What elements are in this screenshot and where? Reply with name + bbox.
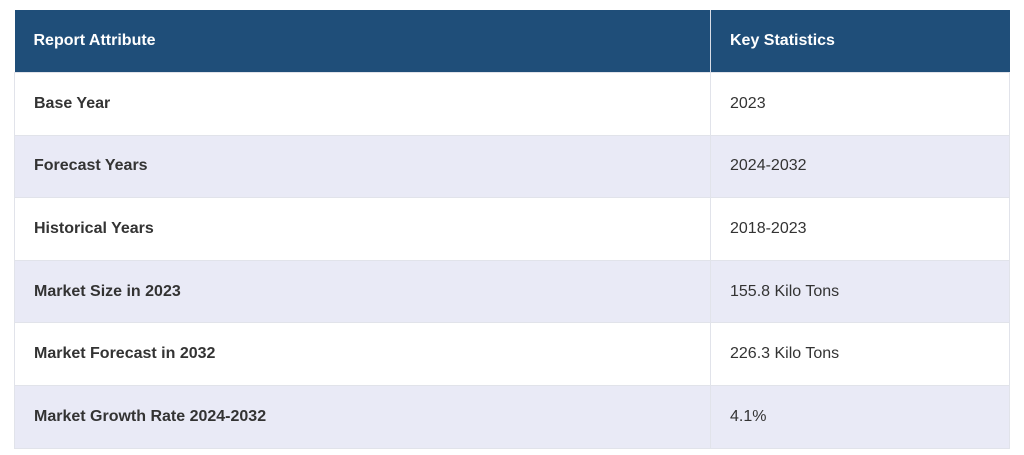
header-cell: Key Statistics — [710, 10, 1010, 73]
statistic-cell: 4.1% — [710, 385, 1010, 449]
stats-table: Report Attribute Key Statistics Base Yea… — [14, 10, 1010, 449]
statistic-cell: 2018-2023 — [710, 197, 1010, 261]
statistic-cell: 226.3 Kilo Tons — [710, 322, 1010, 387]
table-container: Report Attribute Key Statistics Base Yea… — [14, 10, 1010, 449]
table-row: Market Size in 2023 155.8 Kilo Tons — [14, 259, 1010, 324]
attribute-cell: Market Forecast in 2032 — [14, 322, 711, 387]
header-cell: Report Attribute — [14, 10, 711, 73]
attribute-cell: Base Year — [14, 72, 711, 136]
attribute-cell: Historical Years — [14, 197, 711, 261]
statistic-cell: 2024-2032 — [710, 134, 1010, 199]
attribute-cell: Forecast Years — [14, 134, 711, 199]
attribute-cell: Market Size in 2023 — [14, 259, 711, 324]
statistic-cell: 2023 — [710, 72, 1010, 136]
attribute-cell: Market Growth Rate 2024-2032 — [14, 385, 711, 449]
table-row: Market Growth Rate 2024-2032 4.1% — [14, 385, 1010, 449]
table-row: Forecast Years 2024-2032 — [14, 134, 1010, 199]
table-row: Historical Years 2018-2023 — [14, 197, 1010, 261]
statistic-cell: 155.8 Kilo Tons — [710, 259, 1010, 324]
table-row: Base Year 2023 — [14, 72, 1010, 136]
table-row: Market Forecast in 2032 226.3 Kilo Tons — [14, 322, 1010, 387]
table-body: Base Year 2023 Forecast Years 2024-2032 Hist… — [14, 72, 1010, 449]
header-row: Report Attribute Key Statistics — [14, 10, 1010, 73]
table-head: Report Attribute Key Statistics — [14, 10, 1010, 73]
